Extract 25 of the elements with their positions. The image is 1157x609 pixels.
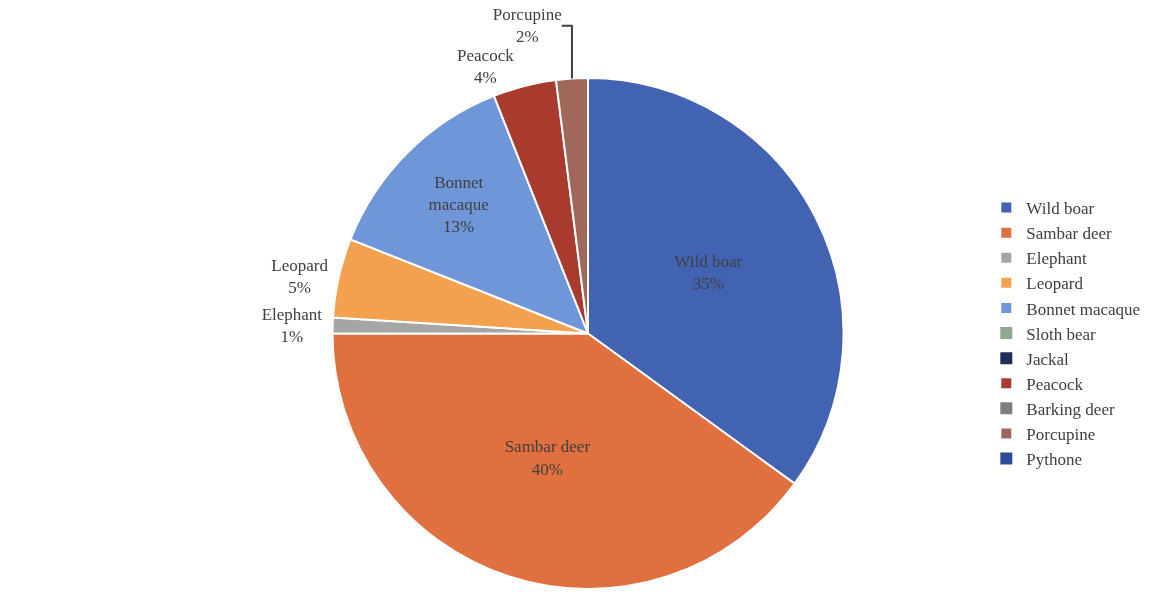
data-label: 2% (515, 27, 539, 47)
legend-label: Sambar deer (1026, 224, 1113, 244)
data-label: 5% (288, 278, 311, 298)
legend-label: Pythone (1026, 450, 1083, 470)
slice-label: Peacock (457, 46, 515, 66)
legend-label: Jackal (1026, 349, 1070, 369)
legend-label: Bonnet macaque (1026, 299, 1141, 319)
legend-label: Porcupine (1026, 425, 1096, 445)
slice-label: Wild boar (674, 251, 743, 271)
data-label: 35% (692, 273, 724, 293)
slice-label: Leopard (271, 256, 329, 276)
legend-label: Barking deer (1026, 399, 1115, 419)
legend-label: Wild boar (1026, 199, 1095, 219)
slice-label: Elephant (261, 304, 323, 324)
data-label: 1% (280, 327, 304, 346)
legend-label: Sloth bear (1026, 324, 1097, 344)
slice-label: Sambar deer (504, 437, 591, 457)
data-label: 4% (474, 68, 497, 88)
legend-label: Peacock (1026, 374, 1084, 394)
data-label: 40% (531, 459, 563, 479)
slice-label: Bonnet macaque (428, 172, 489, 214)
data-label: 13% (443, 216, 475, 236)
legend-label: Elephant (1026, 249, 1088, 269)
slice-label: Porcupine (492, 5, 562, 25)
legend-label: Leopard (1026, 274, 1084, 294)
